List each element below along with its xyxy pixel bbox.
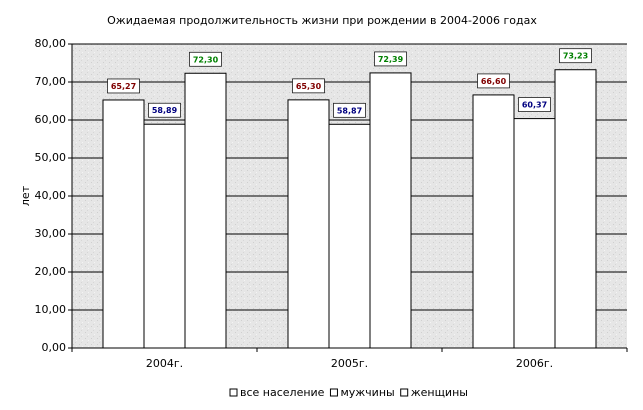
y-tick-label: 40,00 bbox=[35, 189, 67, 202]
bar bbox=[369, 72, 412, 349]
value-label: 60,37 bbox=[522, 101, 547, 110]
value-label-box bbox=[477, 73, 510, 89]
value-label-box bbox=[148, 102, 181, 118]
value-label-box bbox=[189, 51, 222, 67]
y-tick-label: 20,00 bbox=[35, 265, 67, 278]
bar bbox=[184, 72, 227, 349]
value-label: 66,60 bbox=[481, 77, 507, 86]
legend-label: все население bbox=[240, 386, 325, 399]
y-tick-label: 60,00 bbox=[35, 113, 67, 126]
value-label: 65,27 bbox=[111, 82, 136, 91]
value-label: 58,89 bbox=[152, 106, 178, 115]
bar bbox=[102, 99, 145, 349]
value-label: 58,87 bbox=[337, 106, 362, 115]
legend-label: мужчины bbox=[340, 386, 394, 399]
value-label-box bbox=[518, 97, 551, 112]
value-label: 73,23 bbox=[563, 52, 588, 61]
value-label-box bbox=[559, 48, 592, 64]
chart-title: Ожидаемая продолжительность жизни при ро… bbox=[107, 14, 537, 27]
x-tick-label: 2005г. bbox=[331, 357, 368, 370]
value-label: 65,30 bbox=[296, 82, 322, 91]
bar bbox=[143, 123, 186, 349]
value-label-box bbox=[374, 51, 407, 67]
bar bbox=[513, 118, 556, 349]
y-tick-label: 70,00 bbox=[35, 75, 67, 88]
y-tick-label: 80,00 bbox=[35, 37, 67, 50]
bar bbox=[287, 99, 330, 349]
bar bbox=[472, 94, 515, 349]
value-label-box bbox=[333, 102, 366, 118]
y-axis-label: лет bbox=[19, 185, 32, 206]
legend-swatch bbox=[329, 388, 338, 397]
y-tick-label: 10,00 bbox=[35, 303, 67, 316]
bar bbox=[328, 123, 371, 349]
legend-swatch bbox=[400, 388, 409, 397]
y-tick-label: 30,00 bbox=[35, 227, 67, 240]
value-label: 72,39 bbox=[378, 55, 404, 64]
value-label-box bbox=[292, 78, 325, 94]
value-label-box bbox=[107, 78, 140, 94]
legend-swatch bbox=[229, 388, 238, 397]
x-tick-label: 2006г. bbox=[516, 357, 553, 370]
legend-label: женщины bbox=[411, 386, 468, 399]
bar bbox=[554, 69, 597, 349]
value-label: 72,30 bbox=[193, 55, 219, 64]
y-tick-label: 50,00 bbox=[35, 151, 67, 164]
y-tick-label: 0,00 bbox=[42, 341, 67, 354]
x-tick-label: 2004г. bbox=[146, 357, 183, 370]
